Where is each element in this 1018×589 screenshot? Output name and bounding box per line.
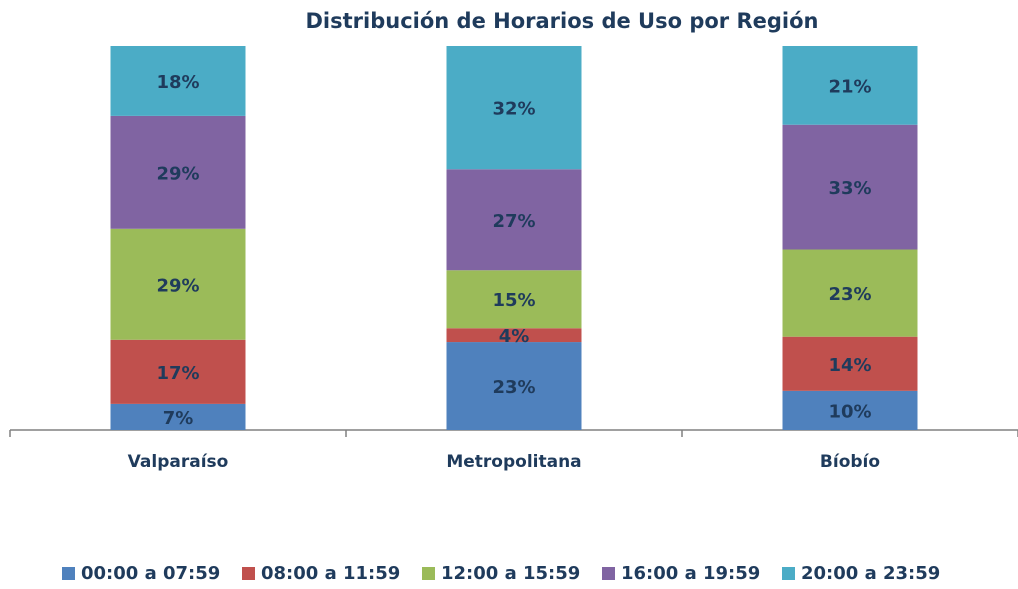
bar-segment — [446, 46, 582, 170]
x-tick-label: Bíobío — [820, 452, 880, 472]
data-label: 18% — [156, 72, 199, 93]
x-tick-label: Valparaíso — [128, 452, 229, 472]
bar-segment — [782, 390, 918, 430]
legend-label: 12:00 a 15:59 — [441, 563, 580, 584]
bar-segment — [782, 46, 918, 125]
bar-segment — [110, 115, 246, 229]
bar-segment — [110, 228, 246, 340]
bar-segment — [446, 169, 582, 271]
legend-swatch — [602, 567, 615, 580]
data-label: 32% — [492, 99, 535, 120]
data-label: 4% — [499, 326, 530, 347]
data-label: 17% — [156, 363, 199, 384]
data-label: 23% — [828, 284, 871, 305]
data-label: 21% — [828, 76, 871, 97]
data-label: 29% — [156, 275, 199, 296]
bar-segment — [110, 46, 246, 116]
bar-segment — [446, 328, 582, 343]
legend-swatch — [422, 567, 435, 580]
data-label: 23% — [492, 377, 535, 398]
bar-segment — [110, 339, 246, 404]
data-label: 27% — [492, 211, 535, 232]
data-label: 29% — [156, 163, 199, 184]
legend-label: 16:00 a 19:59 — [621, 563, 760, 584]
data-label: 7% — [163, 408, 194, 429]
legend-label: 00:00 a 07:59 — [81, 563, 220, 584]
bar-segment — [446, 342, 582, 430]
legend-swatch — [242, 567, 255, 580]
legend-swatch — [782, 567, 795, 580]
bar-segment — [446, 270, 582, 329]
legend-label: 08:00 a 11:59 — [261, 563, 400, 584]
bar-segment — [782, 249, 918, 337]
data-label: 33% — [828, 178, 871, 199]
bar-segment — [782, 124, 918, 250]
legend-swatch — [62, 567, 75, 580]
data-label: 10% — [828, 401, 871, 422]
bar-segment — [110, 403, 246, 430]
data-label: 14% — [828, 355, 871, 376]
bar-segment — [782, 336, 918, 391]
x-tick-label: Metropolitana — [446, 452, 581, 472]
data-label: 15% — [492, 290, 535, 311]
chart-title: Distribución de Horarios de Uso por Regi… — [306, 9, 819, 33]
legend-label: 20:00 a 23:59 — [801, 563, 940, 584]
